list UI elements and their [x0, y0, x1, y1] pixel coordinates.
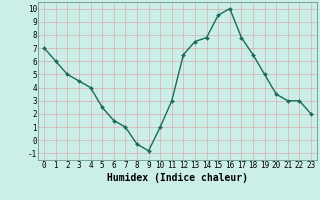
- X-axis label: Humidex (Indice chaleur): Humidex (Indice chaleur): [107, 173, 248, 183]
